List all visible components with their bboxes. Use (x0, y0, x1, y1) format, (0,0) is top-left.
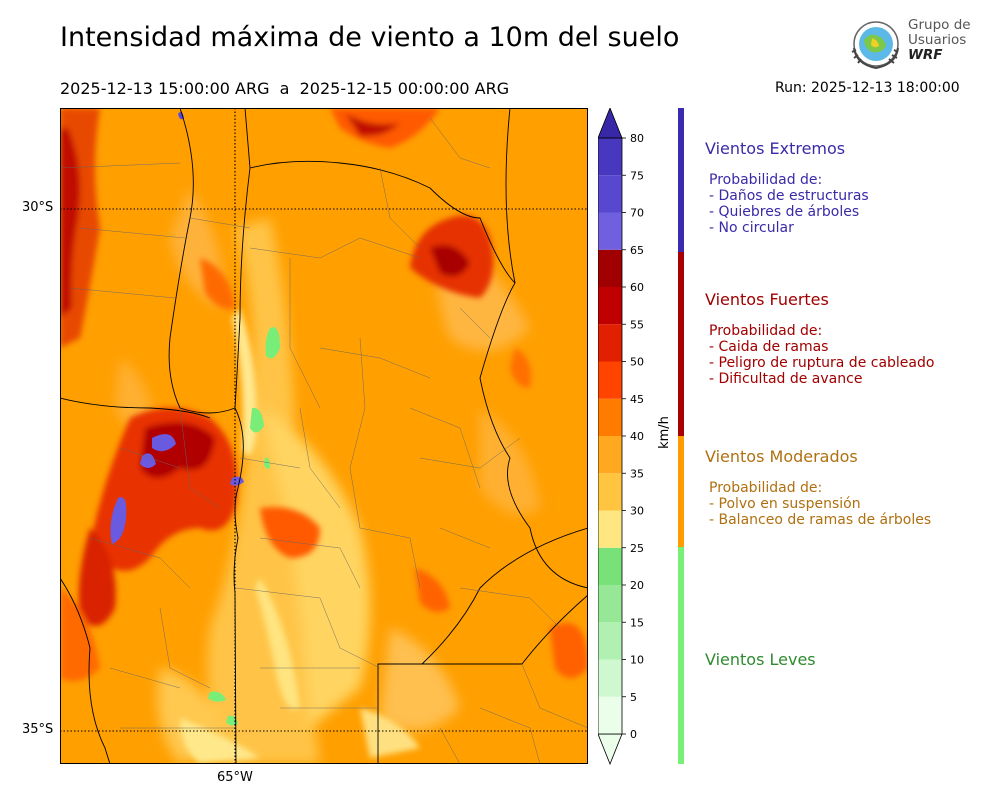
colorbar-segment (598, 249, 622, 287)
colorbar-tick-label: 15 (630, 616, 644, 629)
colorbar-segment (598, 473, 622, 511)
extreme-wind-patches (110, 111, 244, 544)
light-wind-streaks (180, 308, 420, 764)
globe-emblem-icon (851, 21, 899, 70)
colorbar-segment (598, 361, 622, 399)
colorbar-tick-label: 40 (630, 430, 644, 443)
legend-bar-extremos (678, 108, 684, 252)
lon-label-65w: 65°W (217, 770, 253, 785)
lat-label-35s: 35°S (22, 722, 54, 737)
colorbar-segment (598, 287, 622, 325)
logo: Grupo de Usuarios WRF (848, 16, 978, 74)
colorbar-segment (598, 398, 622, 436)
colorbar-tick-label: 60 (630, 281, 644, 294)
colorbar-tick-label: 25 (630, 542, 644, 555)
colorbar-tick-label: 75 (630, 169, 644, 182)
colorbar-tick-label: 0 (630, 728, 637, 741)
colorbar-tick-label: 50 (630, 356, 644, 369)
colorbar-extend-high (598, 108, 623, 139)
colorbar-segment (598, 547, 622, 585)
legend-bar-leves (678, 547, 684, 764)
logo-line-2: Usuarios (908, 32, 967, 48)
colorbar-tick-label: 70 (630, 207, 644, 220)
colorbar-segment (598, 622, 622, 660)
colorbar-segment (598, 510, 622, 548)
run-timestamp: Run: 2025-12-13 18:00:00 (775, 80, 960, 96)
colorbar-tick-label: 80 (630, 132, 644, 145)
colorbar-tick-label: 35 (630, 467, 644, 480)
colorbar-tick-label: 65 (630, 244, 644, 257)
wind-map (60, 108, 588, 764)
colorbar-segment (598, 659, 622, 697)
department-borders (60, 117, 588, 764)
colorbar: 0 5 10 15 20 25 30 35 40 45 50 55 60 65 70 75 80 (598, 108, 644, 766)
colorbar-tick-label: 30 (630, 505, 644, 518)
colorbar-tick-label: 55 (630, 318, 644, 331)
colorbar-segment (598, 212, 622, 250)
forecast-period: 2025-12-13 15:00:00 ARG a 2025-12-15 00:… (60, 79, 510, 98)
legend-title-leves: Vientos Leves (705, 650, 816, 669)
chart-title: Intensidad máxima de viento a 10m del su… (60, 22, 680, 53)
legend-body-fuertes: Probabilidad de: - Caida de ramas - Peli… (709, 323, 935, 387)
legend-title-moderados: Vientos Moderados (705, 447, 858, 466)
colorbar-segment (598, 696, 622, 734)
legend-body-extremos: Probabilidad de: - Daños de estructuras … (709, 172, 869, 236)
colorbar-segment (598, 436, 622, 474)
colorbar-unit: km/h (656, 416, 672, 449)
logo-line-3: WRF (908, 47, 943, 63)
map-frame (60, 108, 588, 764)
colorbar-tick-label: 10 (630, 654, 644, 667)
colorbar-segment (598, 175, 622, 213)
lat-label-30s: 30°S (22, 200, 54, 215)
logo-line-1: Grupo de (908, 17, 971, 33)
graticule (60, 108, 588, 764)
legend-bar-moderados (678, 436, 684, 547)
colorbar-extend-low (598, 733, 623, 766)
legend-title-fuertes: Vientos Fuertes (705, 290, 829, 309)
colorbar-segment (598, 585, 622, 623)
colorbar-tick-label: 5 (630, 691, 637, 704)
legend-body-moderados: Probabilidad de: - Polvo en suspensión -… (709, 480, 932, 528)
legend-bar-fuertes (678, 252, 684, 436)
colorbar-segment (598, 324, 622, 362)
colorbar-tick-label: 20 (630, 579, 644, 592)
colorbar-tick-label: 45 (630, 393, 644, 406)
legend-title-extremos: Vientos Extremos (705, 139, 846, 158)
colorbar-segment (598, 138, 622, 176)
